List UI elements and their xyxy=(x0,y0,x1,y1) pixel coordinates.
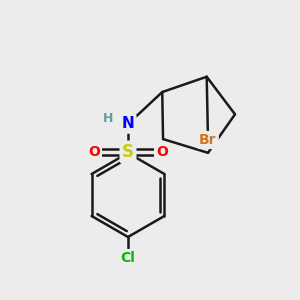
Text: H: H xyxy=(103,112,113,125)
Text: S: S xyxy=(122,143,134,161)
Text: O: O xyxy=(88,145,100,159)
Text: Br: Br xyxy=(199,133,217,147)
Text: N: N xyxy=(122,116,134,131)
Text: Cl: Cl xyxy=(121,251,135,265)
Text: O: O xyxy=(156,145,168,159)
